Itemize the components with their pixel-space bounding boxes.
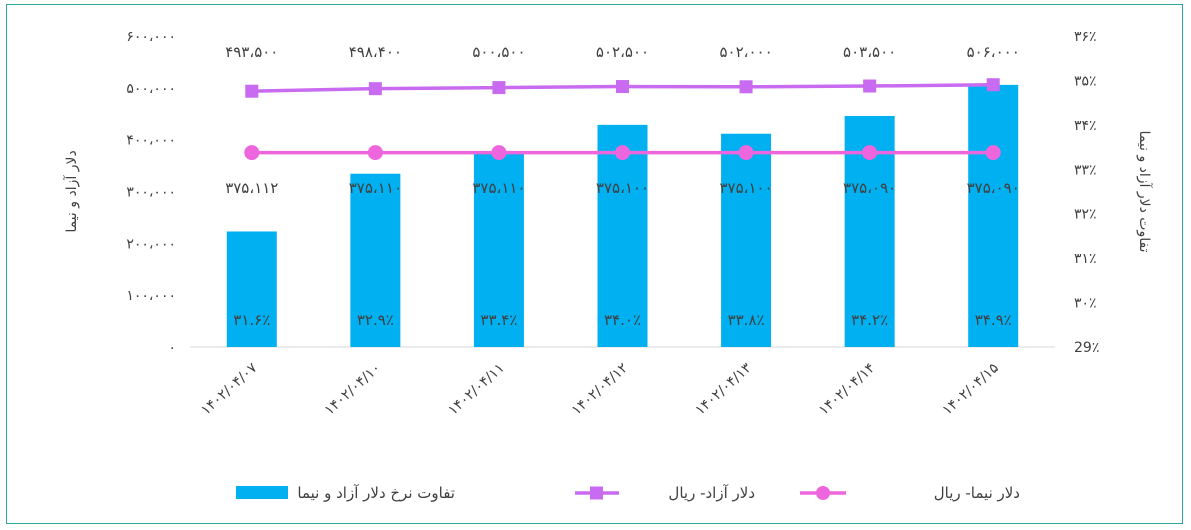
square-marker bbox=[245, 84, 259, 98]
azad-data-label: ۴۹۳،۵۰۰ bbox=[225, 43, 278, 61]
x-tick-label: ۱۴۰۲/۰۴/۱۴ bbox=[816, 360, 878, 418]
bar-series bbox=[226, 84, 1019, 347]
nima-data-label: ۳۷۵،۰۹۰ bbox=[967, 179, 1020, 197]
circle-marker bbox=[862, 145, 878, 161]
y-left-tick-label: ۵۰۰،۰۰۰ bbox=[126, 81, 176, 97]
azad-data-label: ۵۰۶،۰۰۰ bbox=[967, 43, 1020, 61]
nima-data-label: ۳۷۵،۱۱۰ bbox=[349, 179, 402, 197]
y-right-axis-title: تفاوت دلار آزاد و نیما bbox=[1136, 131, 1153, 253]
y-right-tick-label: ۳۶٪ bbox=[1074, 29, 1097, 45]
circle-marker bbox=[244, 145, 260, 161]
legend-label: دلار نیما- ریال bbox=[934, 484, 1020, 502]
nima-data-label: ۳۷۵،۰۹۰ bbox=[843, 179, 896, 197]
nima-data-label: ۳۷۵،۱۰۰ bbox=[596, 179, 649, 197]
y-left-tick-label: ۴۰۰،۰۰۰ bbox=[126, 133, 176, 149]
azad-data-label: ۵۰۰،۵۰۰ bbox=[472, 43, 525, 61]
diff-data-label: ۳۲.۹٪ bbox=[357, 311, 394, 329]
azad-data-label: ۵۰۳،۵۰۰ bbox=[843, 43, 896, 61]
legend-swatch-square bbox=[590, 486, 603, 500]
x-tick-label: ۱۴۰۲/۰۴/۱۱ bbox=[445, 360, 507, 418]
legend-swatch-bar bbox=[236, 486, 288, 499]
legend-label: تفاوت نرخ دلار آزاد و نیما bbox=[297, 484, 455, 502]
bar bbox=[226, 231, 277, 347]
circle-marker bbox=[491, 145, 507, 161]
square-marker bbox=[616, 80, 629, 94]
square-marker bbox=[368, 82, 382, 96]
y-left-tick-label: ۲۰۰،۰۰۰ bbox=[126, 236, 176, 252]
y-right-tick-label: ۳۴٪ bbox=[1074, 118, 1097, 134]
x-tick-label: ۱۴۰۲/۰۴/۱۰ bbox=[322, 360, 384, 418]
line-series bbox=[244, 78, 1001, 161]
y-right-tick-label: 29٪ bbox=[1074, 340, 1099, 356]
diff-data-label: ۳۳.۸٪ bbox=[728, 311, 765, 329]
data-labels: ۴۹۳،۵۰۰ ۴۹۸،۴۰۰ ۵۰۰،۵۰۰ ۵۰۲،۵۰۰ ۵۰۲،۰۰۰ ۵۰۳،۵… bbox=[225, 43, 1020, 329]
legend-label: دلار آزاد- ریال bbox=[668, 484, 755, 502]
circle-marker bbox=[738, 145, 754, 161]
x-tick-label: ۱۴۰۲/۰۴/۱۵ bbox=[939, 360, 1001, 418]
square-marker bbox=[739, 80, 753, 94]
bar bbox=[350, 173, 401, 347]
circle-marker bbox=[615, 145, 630, 161]
bar bbox=[721, 133, 772, 347]
y-right-tick-label: ۳۰٪ bbox=[1074, 296, 1097, 312]
square-marker bbox=[492, 81, 506, 95]
y-left-tick-label: ۶۰۰،۰۰۰ bbox=[126, 29, 176, 45]
legend: تفاوت نرخ دلار آزاد و نیما دلار آزاد- ریا… bbox=[236, 484, 1020, 502]
y-right-tick-label: ۳۳٪ bbox=[1074, 162, 1097, 178]
x-tick-label: ۱۴۰۲/۰۴/۱۳ bbox=[692, 360, 755, 419]
square-marker bbox=[986, 78, 1000, 92]
diff-data-label: ۳۱.۶٪ bbox=[233, 311, 270, 329]
y-left-tick-label: ۳۰۰،۰۰۰ bbox=[126, 185, 176, 201]
circle-marker bbox=[985, 145, 1001, 161]
nima-data-label: ۳۷۵،۱۰۰ bbox=[719, 179, 772, 197]
circle-marker bbox=[367, 145, 383, 161]
diff-data-label: ۳۴.۲٪ bbox=[851, 311, 888, 329]
bar bbox=[968, 84, 1019, 347]
azad-data-label: ۵۰۲،۰۰۰ bbox=[719, 43, 772, 61]
square-marker bbox=[863, 79, 877, 93]
azad-data-label: ۵۰۲،۵۰۰ bbox=[596, 43, 649, 61]
y-right-tick-label: ۳۱٪ bbox=[1074, 251, 1097, 267]
diff-data-label: ۳۴.۰٪ bbox=[604, 311, 641, 329]
y-left-axis-title: دلار آزاد و نیما bbox=[63, 150, 80, 232]
diff-data-label: ۳۴.۹٪ bbox=[975, 311, 1012, 329]
x-tick-label: ۱۴۰۲/۰۴/۱۲ bbox=[569, 360, 631, 418]
nima-data-label: ۳۷۵،۱۱۲ bbox=[225, 179, 278, 197]
nima-data-label: ۳۷۵،۱۱۰ bbox=[472, 179, 525, 197]
legend-swatch-circle bbox=[816, 486, 830, 500]
y-right-tick-label: ۳۲٪ bbox=[1074, 207, 1097, 223]
x-tick-label: ۱۴۰۲/۰۴/۰۷ bbox=[198, 360, 261, 419]
y-left-tick-label: ۰ bbox=[168, 340, 176, 356]
bar bbox=[597, 124, 648, 347]
y-right-tick-label: ۳۵٪ bbox=[1074, 73, 1097, 89]
azad-data-label: ۴۹۸،۴۰۰ bbox=[349, 43, 402, 61]
diff-data-label: ۳۳.۴٪ bbox=[480, 311, 517, 329]
y-left-tick-label: ۱۰۰،۰۰۰ bbox=[126, 288, 176, 304]
bar bbox=[473, 151, 524, 347]
